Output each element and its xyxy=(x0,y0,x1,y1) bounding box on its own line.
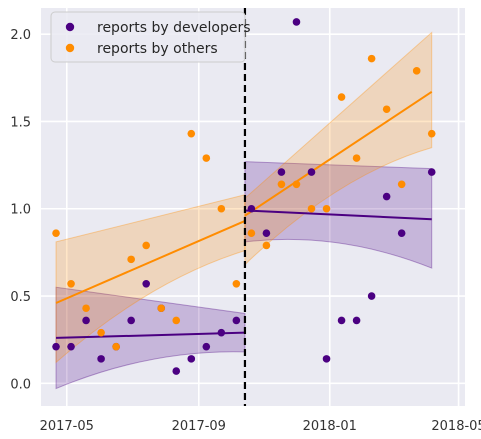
tick-labels: 2017-05 2017-09 2018-01 2018-05 0.0 0.5 1.0 1.5… xyxy=(10,28,481,434)
data-point xyxy=(367,292,376,300)
legend: reports by developers reports by others xyxy=(50,11,251,63)
data-point xyxy=(217,204,226,213)
data-point xyxy=(382,192,391,201)
data-point xyxy=(352,316,361,325)
data-point xyxy=(142,280,150,288)
data-point xyxy=(127,255,135,264)
fit-lines xyxy=(55,90,433,339)
data-point xyxy=(352,154,361,162)
data-point xyxy=(382,105,391,114)
data-point xyxy=(67,280,75,288)
legend-marker-others xyxy=(65,43,75,53)
data-point xyxy=(292,180,301,189)
y-tick-label: 0.0 xyxy=(10,377,31,392)
y-tick-label: 1.5 xyxy=(10,115,31,130)
x-tick-label: 2018-05 xyxy=(431,419,481,434)
fit-line xyxy=(55,220,246,304)
data-point xyxy=(292,18,301,26)
y-tick-label: 0.5 xyxy=(10,290,31,305)
data-point xyxy=(217,328,226,337)
data-point xyxy=(172,316,181,325)
data-point xyxy=(262,241,271,250)
data-point xyxy=(427,129,436,138)
scatter-points xyxy=(52,18,436,375)
y-tick-label: 2.0 xyxy=(10,28,31,43)
data-point xyxy=(262,229,271,237)
data-point xyxy=(367,54,376,63)
data-point xyxy=(52,342,60,351)
data-point xyxy=(232,280,241,288)
fit-line xyxy=(56,331,245,339)
data-point xyxy=(322,355,331,363)
data-point xyxy=(277,180,286,189)
fit-line xyxy=(244,90,433,217)
data-point xyxy=(127,316,135,325)
data-point xyxy=(307,204,316,213)
data-point xyxy=(307,168,316,176)
data-point xyxy=(187,129,196,138)
data-point xyxy=(82,304,90,313)
data-point xyxy=(172,367,181,375)
confidence-band xyxy=(244,31,433,266)
data-point xyxy=(337,316,346,325)
data-point xyxy=(187,355,196,363)
fit-line xyxy=(244,209,432,221)
y-tick-label: 1.0 xyxy=(10,203,31,218)
confidence-bands xyxy=(55,31,433,390)
data-point xyxy=(112,342,120,351)
legend-frame xyxy=(50,11,246,63)
data-point xyxy=(247,204,256,213)
data-point xyxy=(322,204,331,213)
data-point xyxy=(157,304,166,313)
data-point xyxy=(82,316,90,325)
x-tick-label: 2017-09 xyxy=(172,419,226,434)
data-point xyxy=(67,342,75,351)
data-point xyxy=(397,180,406,189)
legend-label-developers: reports by developers xyxy=(97,20,251,36)
data-point xyxy=(397,229,406,237)
data-point xyxy=(202,342,211,351)
data-point xyxy=(97,355,105,363)
data-point xyxy=(247,229,256,237)
data-point xyxy=(412,67,421,75)
data-point xyxy=(97,328,105,337)
data-point xyxy=(337,93,346,101)
x-tick-label: 2018-01 xyxy=(303,419,357,434)
data-point xyxy=(142,241,150,250)
data-point xyxy=(427,168,436,176)
legend-marker-developers xyxy=(65,22,75,32)
data-point xyxy=(202,154,211,162)
x-tick-label: 2017-05 xyxy=(40,419,94,434)
data-point xyxy=(52,229,60,237)
legend-label-others: reports by others xyxy=(97,41,218,57)
data-point xyxy=(232,316,241,325)
data-point xyxy=(277,168,286,176)
